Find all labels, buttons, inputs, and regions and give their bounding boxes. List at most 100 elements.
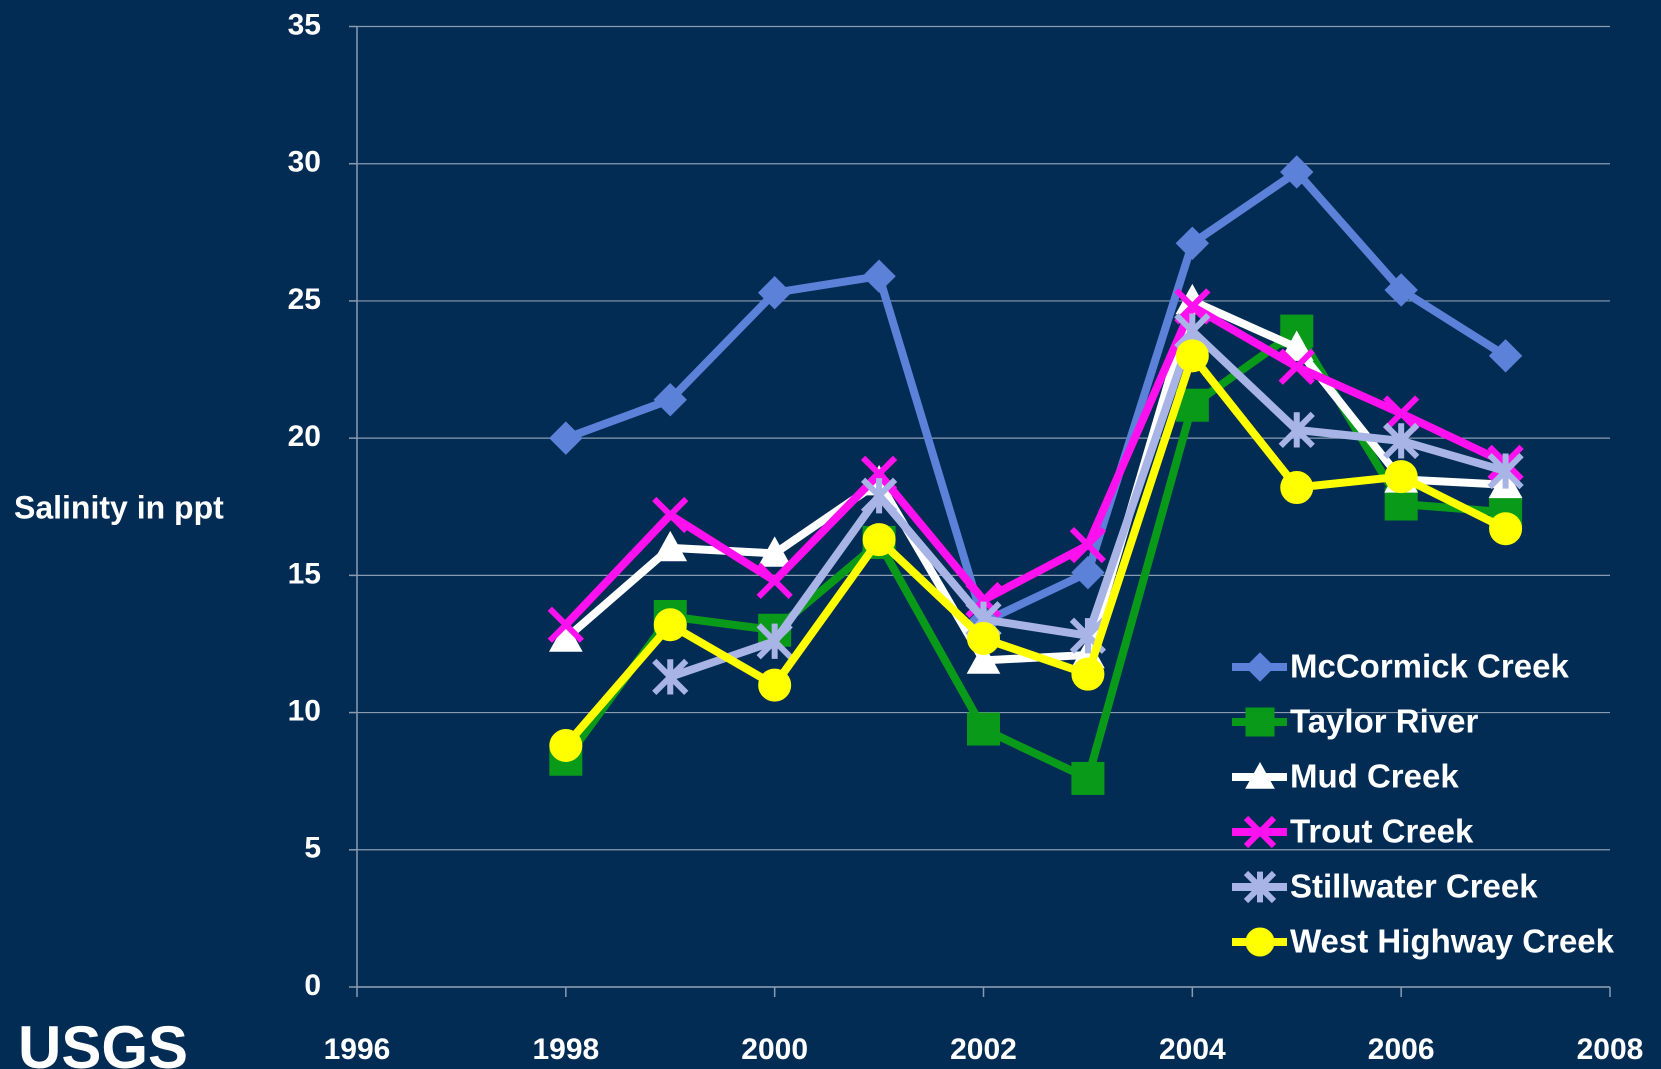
marker-shape <box>757 275 792 310</box>
y-tick-label: 0 <box>304 969 321 1002</box>
marker <box>756 623 793 660</box>
marker-shape <box>862 523 896 557</box>
x-tick-label: 2000 <box>741 1033 808 1066</box>
marker <box>967 712 1000 746</box>
legend-label: West Highway Creek <box>1290 923 1615 960</box>
marker-shape <box>1245 927 1275 957</box>
legend-label: Taylor River <box>1290 703 1478 740</box>
marker-shape <box>1243 870 1277 904</box>
y-tick-label: 5 <box>304 832 321 865</box>
marker-shape <box>1245 761 1275 789</box>
marker <box>758 668 792 702</box>
marker-shape <box>860 477 898 514</box>
marker <box>1071 555 1105 590</box>
marker-shape <box>1384 273 1418 307</box>
x-tick-label: 2002 <box>950 1033 1017 1066</box>
marker <box>653 530 688 562</box>
marker-shape <box>652 658 689 696</box>
marker-shape <box>1245 652 1275 682</box>
marker <box>967 621 1000 655</box>
marker-shape <box>1071 657 1105 691</box>
marker-shape <box>1383 422 1420 460</box>
y-tick-label: 20 <box>288 420 321 453</box>
marker <box>1243 815 1277 849</box>
x-tick-label: 1996 <box>324 1033 391 1066</box>
series-line <box>564 167 1508 627</box>
marker-shape <box>652 496 689 534</box>
marker-shape <box>1278 348 1315 385</box>
marker <box>1245 761 1275 789</box>
marker <box>652 496 689 534</box>
marker-shape <box>1280 155 1314 189</box>
marker-shape <box>1278 411 1315 449</box>
y-tick-label: 15 <box>288 557 321 590</box>
marker <box>549 729 583 763</box>
marker-shape <box>967 621 1000 655</box>
marker <box>1175 339 1209 373</box>
marker <box>1245 927 1275 957</box>
marker <box>1383 422 1420 460</box>
marker <box>1071 761 1105 795</box>
marker <box>1383 395 1420 432</box>
marker-shape <box>758 668 792 702</box>
marker-shape <box>757 536 792 567</box>
marker <box>1280 155 1314 189</box>
marker <box>547 606 584 643</box>
legend-label: McCormick Creek <box>1290 648 1569 685</box>
marker-shape <box>547 606 584 643</box>
marker <box>1384 273 1418 307</box>
marker-shape <box>653 530 688 562</box>
marker <box>1279 330 1314 361</box>
legend-label: Mud Creek <box>1290 758 1459 795</box>
y-tick-label: 10 <box>288 694 321 727</box>
marker <box>549 421 583 455</box>
marker <box>966 643 1001 674</box>
y-tick-label: 25 <box>288 283 321 316</box>
marker-shape <box>1280 471 1314 505</box>
marker-shape <box>1488 339 1523 373</box>
marker <box>1245 707 1275 737</box>
marker <box>1071 657 1105 691</box>
x-tick-label: 2004 <box>1159 1033 1226 1066</box>
marker-shape <box>1243 815 1277 849</box>
marker <box>1280 471 1314 505</box>
marker-shape <box>756 623 793 660</box>
marker <box>1245 652 1275 682</box>
marker <box>652 658 689 696</box>
x-tick-label: 2006 <box>1368 1033 1435 1066</box>
legend-label: Stillwater Creek <box>1290 868 1538 905</box>
marker-shape <box>966 643 1001 674</box>
marker-shape <box>1245 707 1275 737</box>
series-line <box>562 302 1508 628</box>
marker-shape <box>1384 460 1418 494</box>
marker <box>1487 452 1524 490</box>
series-line <box>562 351 1508 749</box>
marker <box>1278 348 1315 385</box>
marker-shape <box>1071 761 1105 795</box>
logo: USGS <box>18 1014 188 1069</box>
y-axis-label: Salinity in ppt <box>14 489 224 525</box>
marker-shape <box>862 259 896 293</box>
marker-shape <box>1487 452 1524 490</box>
x-tick-label: 2008 <box>1577 1033 1644 1066</box>
x-tick-label: 1998 <box>532 1033 599 1066</box>
marker-shape <box>1175 339 1209 373</box>
marker <box>1488 339 1523 373</box>
marker <box>1175 226 1210 261</box>
marker <box>860 477 898 514</box>
marker <box>1069 527 1107 564</box>
marker-shape <box>1069 527 1107 564</box>
marker <box>757 536 792 567</box>
marker-shape <box>653 608 687 642</box>
marker <box>1278 411 1315 449</box>
marker-shape <box>1279 330 1314 361</box>
marker-shape <box>549 729 583 763</box>
marker <box>756 562 793 599</box>
marker <box>653 383 687 417</box>
marker-shape <box>653 383 687 417</box>
marker <box>862 523 896 557</box>
marker <box>1384 460 1418 494</box>
marker-shape <box>1383 395 1420 432</box>
marker-shape <box>549 421 583 455</box>
